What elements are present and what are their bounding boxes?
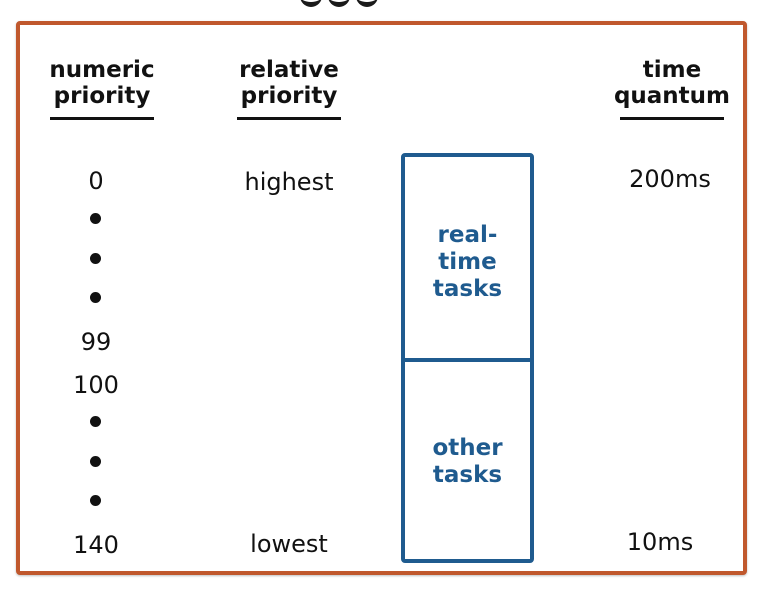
- realtime-tasks-line1: real-: [437, 222, 498, 248]
- time-quantum-header-line1: time: [642, 57, 702, 83]
- time-quantum-10ms: 10ms: [626, 528, 694, 556]
- relative-priority-underline: [237, 117, 341, 120]
- numeric-priority-header-line2: priority: [53, 83, 151, 109]
- relative-priority-lowest: lowest: [250, 530, 328, 558]
- numeric-priority-100: 100: [73, 371, 119, 399]
- realtime-tasks-line3: tasks: [432, 276, 503, 302]
- task-class-column: real- time tasks other tasks: [401, 153, 534, 563]
- numeric-priority-99: 99: [80, 328, 112, 356]
- time-quantum-header: time quantum: [608, 57, 736, 120]
- numeric-priority-underline: [50, 117, 154, 120]
- time-quantum-underline: [620, 117, 724, 120]
- diagram-frame: numeric priority relative priority time …: [16, 21, 747, 575]
- numeric-priority-header: numeric priority: [37, 57, 167, 120]
- numeric-priority-header-line1: numeric: [49, 57, 155, 83]
- relative-priority-header-line1: relative: [239, 57, 339, 83]
- time-quantum-200ms: 200ms: [629, 165, 711, 193]
- realtime-tasks-line2: time: [438, 249, 497, 275]
- relative-priority-highest: highest: [244, 168, 334, 196]
- cropped-title-fragment: [300, 0, 390, 7]
- other-tasks-label: other tasks: [405, 435, 530, 489]
- ellipsis-dot: [90, 292, 101, 303]
- numeric-priority-140: 140: [73, 531, 119, 559]
- numeric-priority-0: 0: [88, 167, 104, 195]
- ellipsis-dot: [90, 456, 101, 467]
- relative-priority-header-line2: priority: [240, 83, 338, 109]
- ellipsis-dot: [90, 416, 101, 427]
- realtime-tasks-label: real- time tasks: [405, 222, 530, 303]
- task-class-divider: [405, 358, 530, 362]
- relative-priority-header: relative priority: [227, 57, 351, 120]
- other-tasks-line1: other: [432, 435, 503, 461]
- ellipsis-dot: [90, 495, 101, 506]
- other-tasks-line2: tasks: [432, 462, 503, 488]
- ellipsis-dot: [90, 213, 101, 224]
- ellipsis-dot: [90, 253, 101, 264]
- time-quantum-header-line2: quantum: [613, 83, 731, 109]
